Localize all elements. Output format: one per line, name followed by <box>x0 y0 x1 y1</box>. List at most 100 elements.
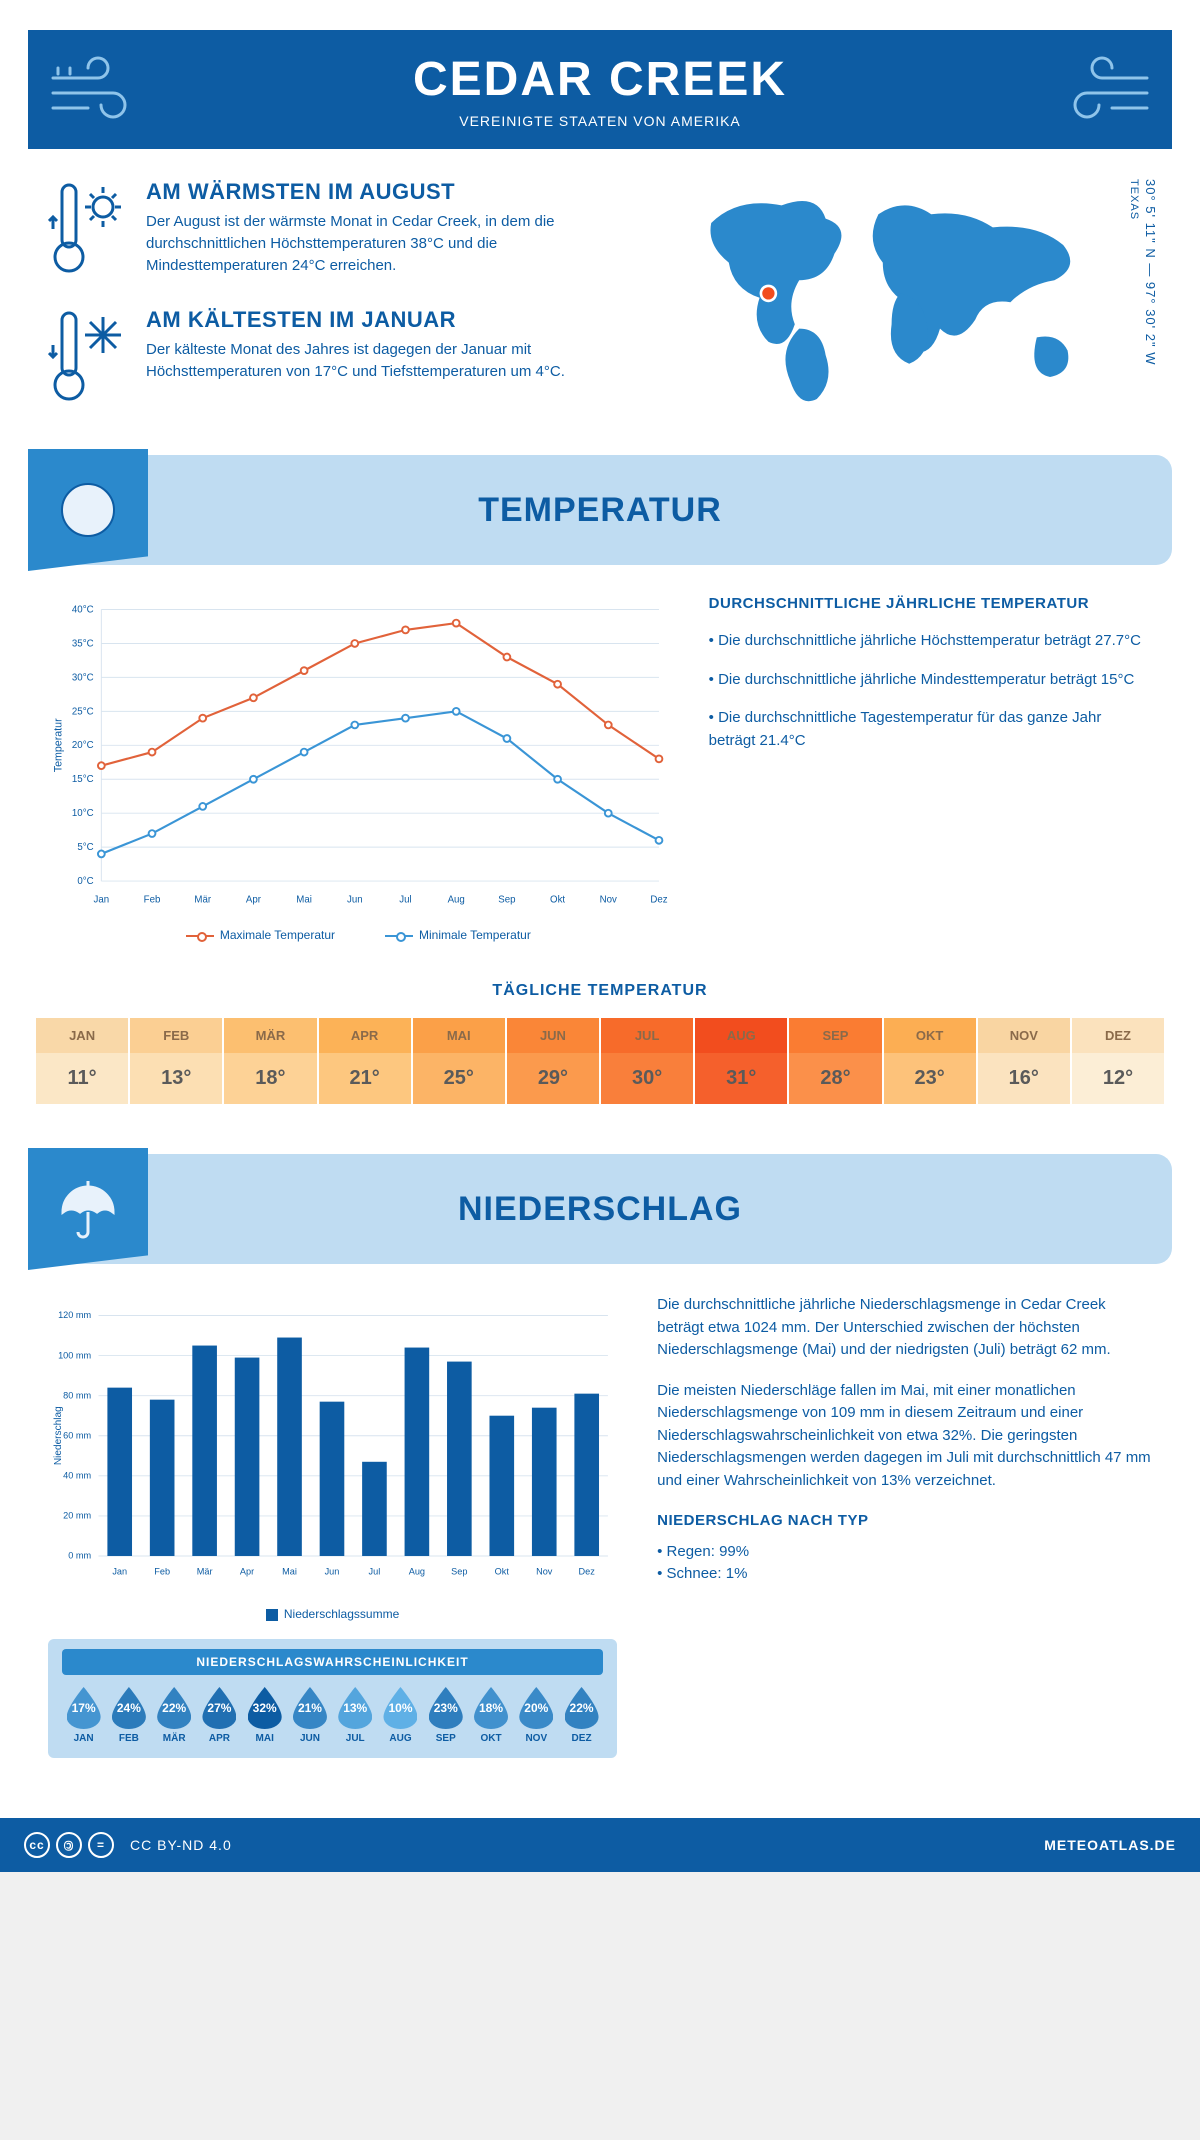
svg-text:Jul: Jul <box>399 894 411 905</box>
daily-value: 11° <box>36 1053 128 1104</box>
svg-text:Feb: Feb <box>144 894 161 905</box>
probability-col: 23% SEP <box>424 1687 467 1744</box>
svg-text:Jun: Jun <box>325 1566 340 1576</box>
region-label: TEXAS <box>1128 179 1140 220</box>
precip-type-line: • Regen: 99% <box>657 1541 1152 1564</box>
probability-drop: 23% <box>429 1687 463 1729</box>
wind-icon <box>1052 48 1152 128</box>
svg-text:Dez: Dez <box>650 894 667 905</box>
thermometer-snow-icon <box>48 307 128 407</box>
svg-text:Aug: Aug <box>448 894 465 905</box>
daily-col: APR 21° <box>319 1018 411 1104</box>
svg-text:Mär: Mär <box>194 894 211 905</box>
legend-label: Niederschlagssumme <box>284 1607 399 1621</box>
license-text: CC BY-ND 4.0 <box>130 1837 232 1853</box>
svg-text:Temperatur: Temperatur <box>53 718 65 772</box>
probability-month: AUG <box>379 1733 422 1744</box>
daily-heading: TÄGLICHE TEMPERATUR <box>28 982 1172 1000</box>
svg-text:Okt: Okt <box>550 894 565 905</box>
daily-col: SEP 28° <box>789 1018 881 1104</box>
fact-coldest: AM KÄLTESTEN IM JANUAR Der kälteste Mona… <box>48 307 611 407</box>
probability-drop: 18% <box>474 1687 508 1729</box>
nd-icon: = <box>88 1832 114 1858</box>
daily-col: MAI 25° <box>413 1018 505 1104</box>
daily-value: 29° <box>507 1053 599 1104</box>
probability-drop: 21% <box>293 1687 327 1729</box>
probability-col: 20% NOV <box>515 1687 558 1744</box>
svg-text:0 mm: 0 mm <box>68 1551 91 1561</box>
svg-text:10°C: 10°C <box>72 808 94 819</box>
daily-value: 28° <box>789 1053 881 1104</box>
daily-value: 16° <box>978 1053 1070 1104</box>
probability-month: FEB <box>107 1733 150 1744</box>
svg-text:5°C: 5°C <box>77 842 93 853</box>
probability-col: 18% OKT <box>469 1687 512 1744</box>
svg-text:Sep: Sep <box>451 1566 467 1576</box>
probability-month: MAI <box>243 1733 286 1744</box>
world-map: 30° 5' 11" N — 97° 30' 2" W TEXAS <box>641 179 1152 435</box>
svg-text:20°C: 20°C <box>72 740 94 751</box>
probability-col: 22% DEZ <box>560 1687 603 1744</box>
section-title: TEMPERATUR <box>478 491 722 530</box>
probability-col: 13% JUL <box>334 1687 377 1744</box>
daily-col: AUG 31° <box>695 1018 787 1104</box>
precip-text: Die durchschnittliche jährliche Niedersc… <box>657 1294 1152 1758</box>
by-icon: 🄯 <box>56 1832 82 1858</box>
daily-temperature-strip: JAN 11°FEB 13°MÄR 18°APR 21°MAI 25°JUN 2… <box>28 1018 1172 1104</box>
svg-text:40°C: 40°C <box>72 604 94 615</box>
svg-text:80 mm: 80 mm <box>63 1390 91 1400</box>
summary-bullet: • Die durchschnittliche Tagestemperatur … <box>709 707 1152 752</box>
probability-drop: 20% <box>519 1687 553 1729</box>
section-title: NIEDERSCHLAG <box>458 1190 742 1229</box>
legend-label: Minimale Temperatur <box>419 928 531 942</box>
probability-month: APR <box>198 1733 241 1744</box>
svg-text:Apr: Apr <box>240 1566 254 1576</box>
probability-drop: 24% <box>112 1687 146 1729</box>
daily-value: 30° <box>601 1053 693 1104</box>
daily-col: FEB 13° <box>130 1018 222 1104</box>
probability-drop: 10% <box>383 1687 417 1729</box>
page-subtitle: VEREINIGTE STAATEN VON AMERIKA <box>28 113 1172 129</box>
page: CEDAR CREEK VEREINIGTE STAATEN VON AMERI… <box>0 0 1200 1872</box>
probability-month: SEP <box>424 1733 467 1744</box>
probability-drop: 17% <box>67 1687 101 1729</box>
summary-heading: DURCHSCHNITTLICHE JÄHRLICHE TEMPERATUR <box>709 595 1152 612</box>
probability-col: 22% MÄR <box>153 1687 196 1744</box>
svg-text:Feb: Feb <box>154 1566 170 1576</box>
summary-bullet: • Die durchschnittliche jährliche Mindes… <box>709 669 1152 692</box>
svg-text:Nov: Nov <box>536 1566 553 1576</box>
daily-col: JUL 30° <box>601 1018 693 1104</box>
temperature-summary: DURCHSCHNITTLICHE JÄHRLICHE TEMPERATUR •… <box>709 595 1152 942</box>
site-name: METEOATLAS.DE <box>1044 1837 1176 1853</box>
probability-month: JAN <box>62 1733 105 1744</box>
daily-value: 18° <box>224 1053 316 1104</box>
daily-month: MAI <box>413 1018 505 1053</box>
summary-bullet: • Die durchschnittliche jährliche Höchst… <box>709 630 1152 653</box>
wind-icon <box>48 48 148 128</box>
svg-text:Jan: Jan <box>112 1566 127 1576</box>
precip-paragraph: Die meisten Niederschläge fallen im Mai,… <box>657 1380 1152 1493</box>
daily-value: 25° <box>413 1053 505 1104</box>
fact-text: Der August ist der wärmste Monat in Ceda… <box>146 211 566 276</box>
precip-type-heading: NIEDERSCHLAG NACH TYP <box>657 1510 1152 1533</box>
daily-month: SEP <box>789 1018 881 1053</box>
world-map-svg <box>676 179 1116 408</box>
daily-value: 23° <box>884 1053 976 1104</box>
daily-col: JAN 11° <box>36 1018 128 1104</box>
svg-text:0°C: 0°C <box>77 876 93 887</box>
page-title: CEDAR CREEK <box>28 52 1172 107</box>
daily-month: JAN <box>36 1018 128 1053</box>
daily-value: 13° <box>130 1053 222 1104</box>
daily-month: APR <box>319 1018 411 1053</box>
svg-text:40 mm: 40 mm <box>63 1471 91 1481</box>
probability-drop: 32% <box>248 1687 282 1729</box>
probability-col: 21% JUN <box>288 1687 331 1744</box>
intro-row: AM WÄRMSTEN IM AUGUST Der August ist der… <box>28 149 1172 445</box>
svg-text:Mär: Mär <box>197 1566 213 1576</box>
cc-icon: cc <box>24 1832 50 1858</box>
svg-text:Jun: Jun <box>347 894 363 905</box>
probability-month: OKT <box>469 1733 512 1744</box>
svg-text:30°C: 30°C <box>72 672 94 683</box>
svg-text:25°C: 25°C <box>72 706 94 717</box>
svg-text:Jul: Jul <box>369 1566 381 1576</box>
